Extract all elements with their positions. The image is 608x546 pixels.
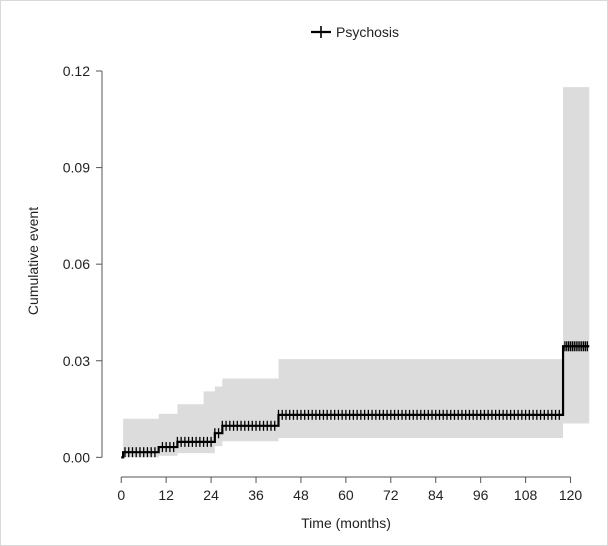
x-tick: 108 [514, 477, 538, 503]
x-tick: 60 [338, 477, 354, 503]
y-tick-label: 0.03 [63, 353, 90, 369]
x-tick-label: 60 [338, 487, 354, 503]
y-tick: 0.00 [63, 449, 102, 465]
y-tick: 0.03 [63, 353, 102, 369]
y-tick-label: 0.00 [63, 449, 90, 465]
y-tick: 0.12 [63, 63, 102, 79]
x-tick-label: 72 [383, 487, 399, 503]
x-tick-label: 36 [248, 487, 264, 503]
x-tick-label: 24 [203, 487, 219, 503]
ci-band-layer [121, 87, 590, 458]
step-line-layer [121, 345, 590, 459]
x-tick-label: 120 [559, 487, 583, 503]
ci-band [121, 87, 590, 458]
x-tick-label: 0 [117, 487, 125, 503]
axes: 0 12 24 36 48 60 72 84 96 108 120 0.00 0.03 0.06 0.09… [63, 63, 583, 503]
x-tick-label: 84 [428, 487, 444, 503]
x-tick: 36 [248, 477, 264, 503]
x-tick: 96 [473, 477, 489, 503]
x-tick-label: 108 [514, 487, 538, 503]
x-tick: 24 [203, 477, 219, 503]
x-tick-label: 12 [158, 487, 174, 503]
legend: Psychosis [311, 24, 399, 40]
x-tick-label: 48 [293, 487, 309, 503]
x-tick: 0 [117, 477, 125, 503]
x-tick: 84 [428, 477, 444, 503]
x-tick: 48 [293, 477, 309, 503]
x-axis-title: Time (months) [301, 515, 391, 531]
x-tick: 72 [383, 477, 399, 503]
y-axis-ticks: 0.00 0.03 0.06 0.09 0.12 [63, 63, 102, 465]
x-tick: 120 [559, 477, 583, 503]
y-tick: 0.06 [63, 256, 102, 272]
x-tick-label: 96 [473, 487, 489, 503]
x-axis-ticks: 0 12 24 36 48 60 72 84 96 108 120 [117, 477, 582, 503]
y-tick-label: 0.06 [63, 256, 90, 272]
x-tick: 12 [158, 477, 174, 503]
series-line-psychosis [121, 345, 590, 459]
legend-label-psychosis: Psychosis [336, 24, 399, 40]
y-tick-label: 0.12 [63, 63, 90, 79]
y-tick: 0.09 [63, 160, 102, 176]
y-axis-title: Cumulative event [25, 207, 41, 315]
y-tick-label: 0.09 [63, 160, 90, 176]
